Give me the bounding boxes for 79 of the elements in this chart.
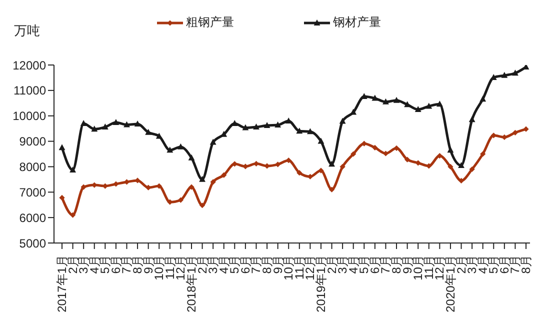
x-tick-label: 2017年1月 xyxy=(55,255,69,312)
point xyxy=(210,138,216,145)
point xyxy=(275,162,281,168)
point xyxy=(328,160,335,167)
point xyxy=(264,122,270,128)
point xyxy=(512,130,518,136)
point xyxy=(340,164,346,170)
point xyxy=(80,120,87,126)
point xyxy=(199,202,206,208)
point xyxy=(361,140,367,146)
point xyxy=(124,121,130,128)
point xyxy=(426,163,432,169)
point xyxy=(296,170,302,176)
point xyxy=(221,172,227,178)
point xyxy=(178,143,184,150)
point xyxy=(480,151,486,157)
y-tick-label: 9000 xyxy=(19,134,46,149)
point xyxy=(210,179,216,185)
y-tick-label: 6000 xyxy=(19,210,46,225)
point xyxy=(394,145,400,151)
point xyxy=(339,118,346,124)
point xyxy=(145,128,152,135)
point xyxy=(480,96,486,102)
point xyxy=(512,70,518,76)
point xyxy=(436,100,443,107)
legend-label: 粗钢产量 xyxy=(186,14,234,31)
point xyxy=(59,194,65,201)
point xyxy=(436,152,442,159)
point xyxy=(91,126,98,132)
y-tick-label: 8000 xyxy=(19,160,46,174)
point xyxy=(70,166,76,173)
point xyxy=(372,144,378,150)
legend-label: 钢材产量 xyxy=(333,14,381,31)
point xyxy=(404,156,410,162)
point xyxy=(58,144,66,150)
y-axis-title: 万吨 xyxy=(14,22,40,40)
point xyxy=(102,124,108,130)
point xyxy=(501,72,508,78)
y-tick-label: 11000 xyxy=(14,84,46,98)
point xyxy=(328,186,335,192)
point xyxy=(242,124,249,130)
point xyxy=(156,132,162,139)
point xyxy=(166,146,174,153)
point xyxy=(318,138,324,144)
point xyxy=(70,212,76,218)
y-tick-label: 12000 xyxy=(12,58,46,72)
y-tick-label: 10000 xyxy=(12,109,46,124)
x-tick-label: 8月 xyxy=(519,255,533,274)
point xyxy=(188,184,194,190)
point xyxy=(286,158,292,164)
point xyxy=(350,108,357,115)
point xyxy=(80,184,86,190)
point xyxy=(447,146,454,153)
point xyxy=(382,98,389,104)
point xyxy=(350,151,356,157)
point xyxy=(134,120,141,126)
point xyxy=(448,164,454,170)
y-tick-label: 5000 xyxy=(19,236,46,250)
point xyxy=(306,128,314,134)
point xyxy=(178,197,184,203)
point xyxy=(458,162,464,168)
point xyxy=(188,154,195,160)
point xyxy=(469,166,475,172)
point xyxy=(468,116,476,122)
point xyxy=(372,94,378,101)
point xyxy=(404,101,410,108)
point xyxy=(523,126,529,132)
point xyxy=(296,128,303,134)
point xyxy=(318,168,324,174)
point xyxy=(112,118,120,125)
point xyxy=(274,122,282,128)
point xyxy=(393,96,400,103)
point xyxy=(113,181,119,187)
point xyxy=(426,102,432,109)
point xyxy=(253,124,260,130)
y-tick-label: 7000 xyxy=(19,185,46,200)
point xyxy=(414,106,422,112)
point xyxy=(199,176,206,182)
point xyxy=(458,178,464,184)
